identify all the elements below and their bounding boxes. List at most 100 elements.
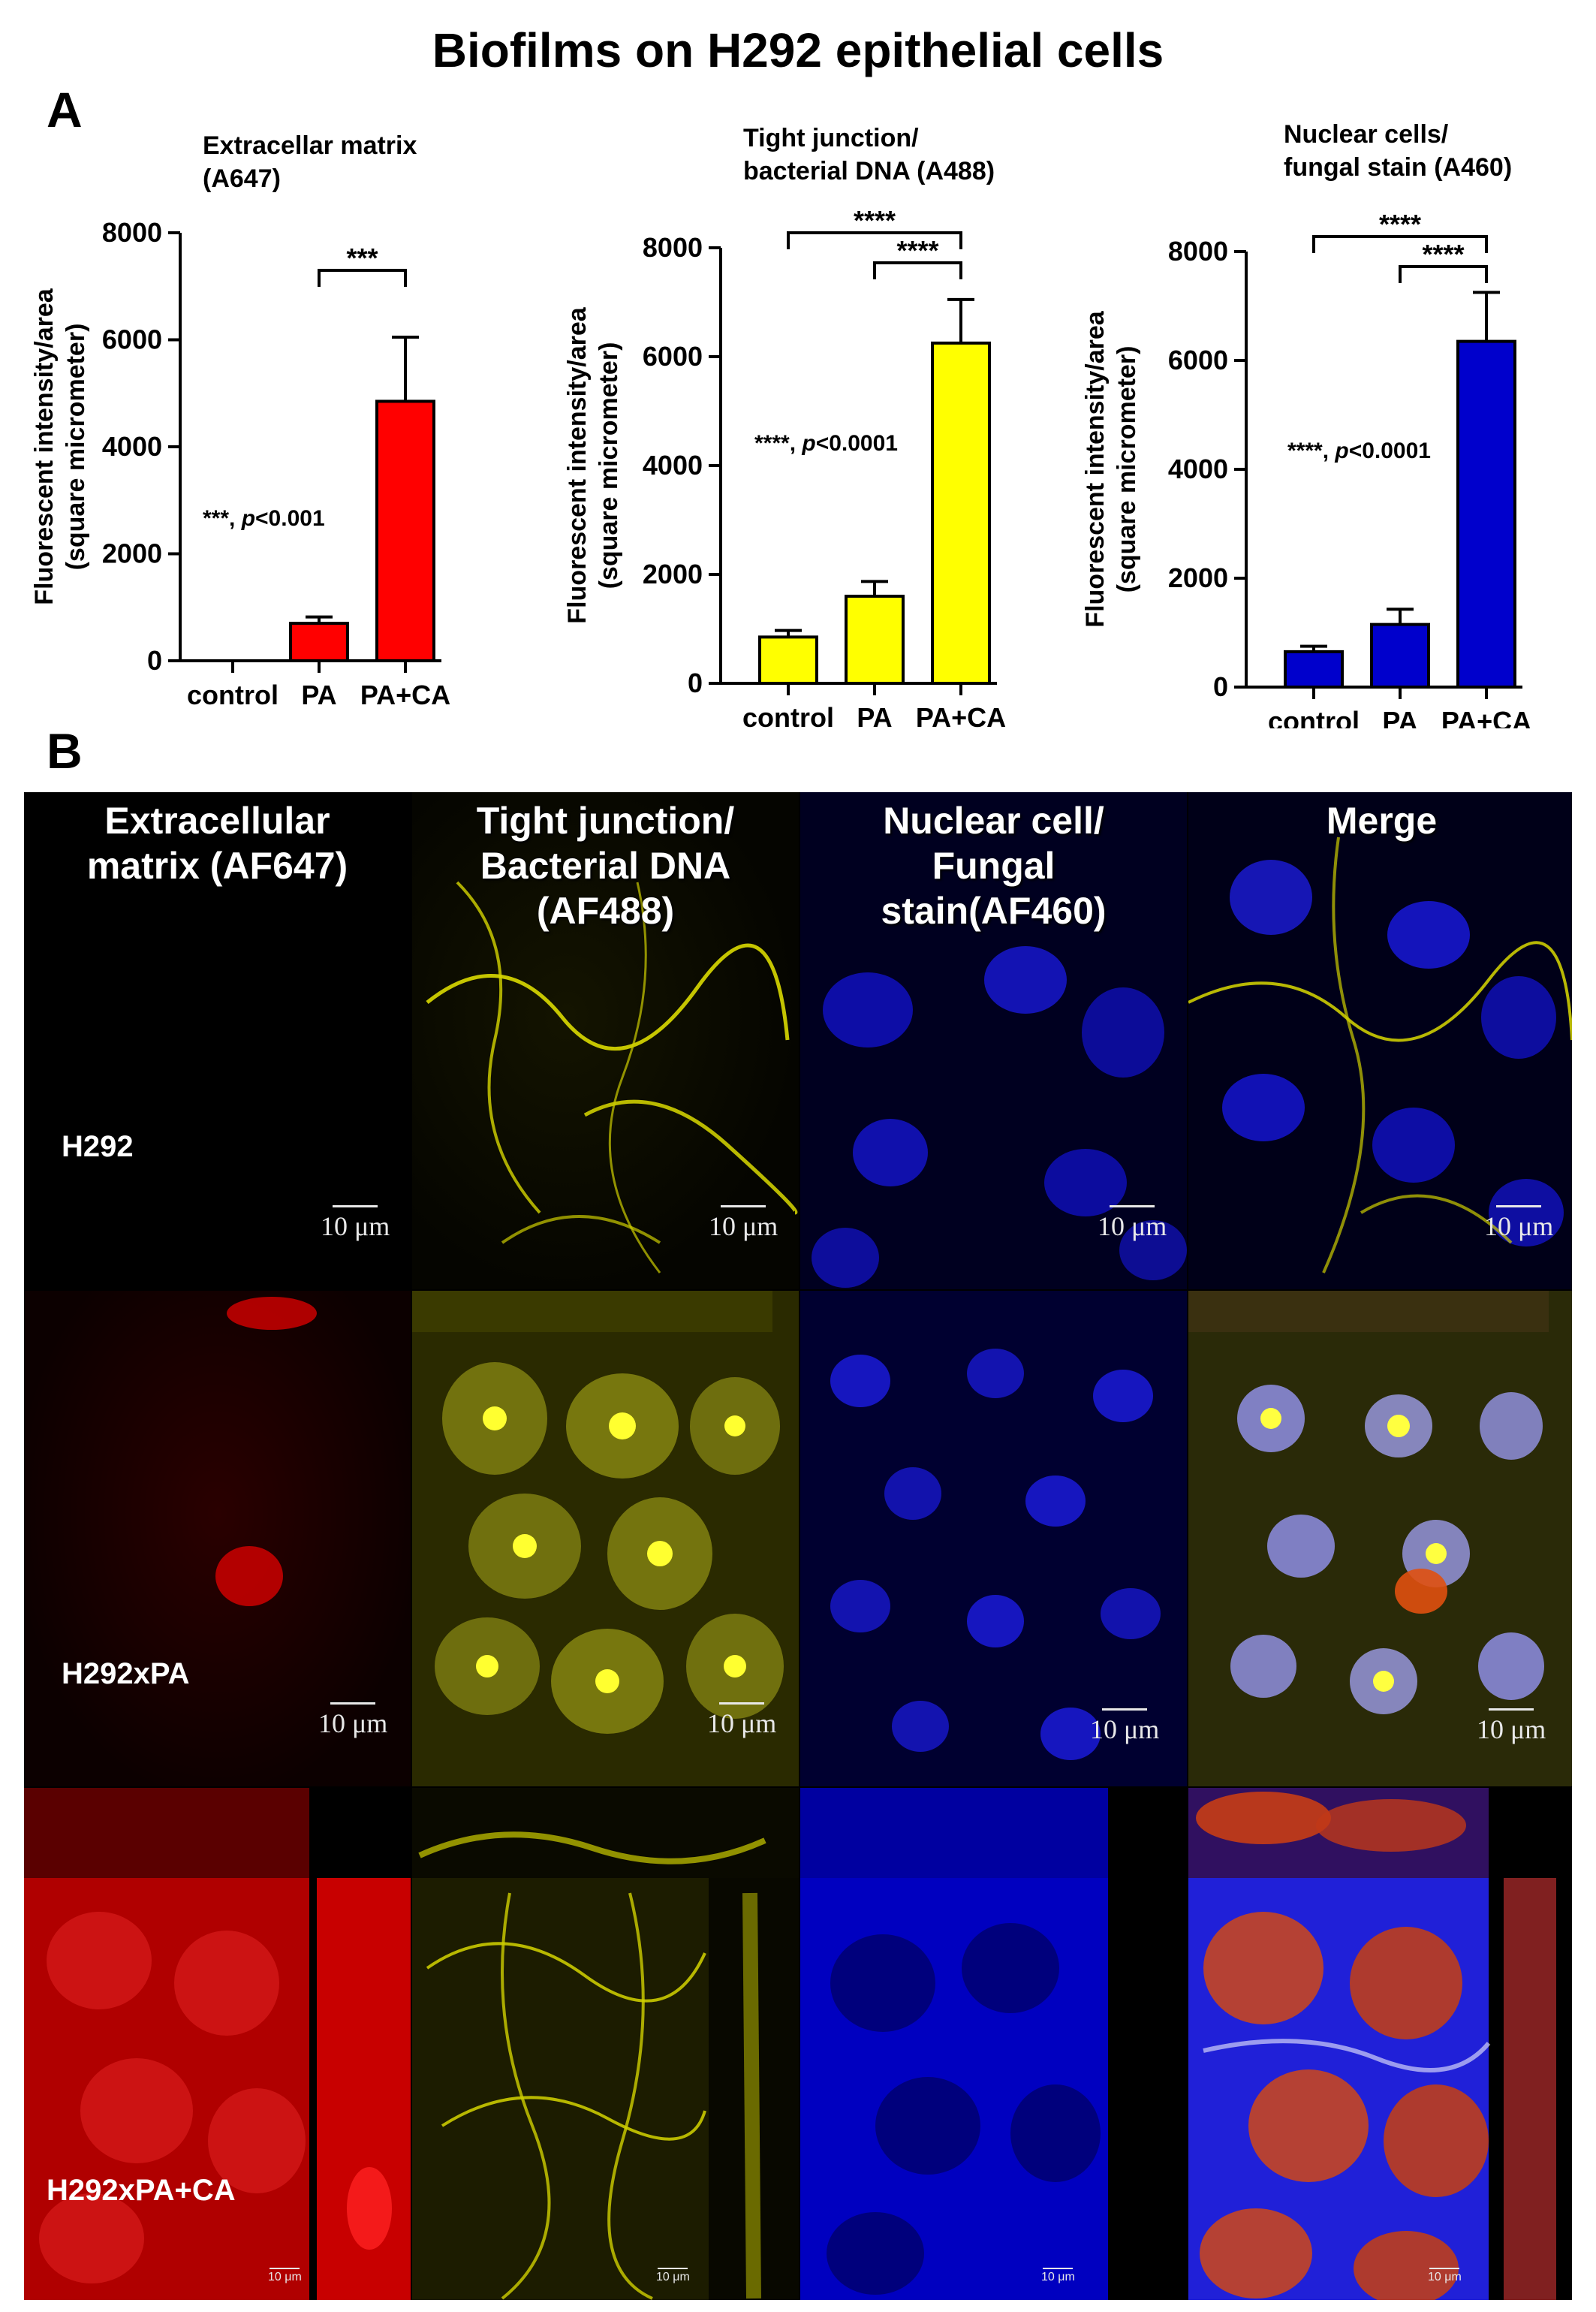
chart-title-line: Tight junction/ xyxy=(743,124,919,152)
x-tick-label: PA+CA xyxy=(360,680,450,710)
bar xyxy=(845,595,905,685)
scale-bar: 10 μm xyxy=(268,2268,302,2284)
significance-bracket xyxy=(873,261,962,279)
column-header-tight-junction: Tight junction/ Bacterial DNA (AF488) xyxy=(476,800,735,932)
chart-title-line: fungal stain (A460) xyxy=(1284,153,1512,182)
bar xyxy=(1456,339,1516,689)
panel-b-letter: B xyxy=(47,723,83,779)
tile-h292xpa-merge xyxy=(1188,1291,1572,1786)
scale-bar: 10 μm xyxy=(1098,1205,1167,1242)
scale-bar: 10 μm xyxy=(1428,2268,1462,2284)
microscopy-grid: Extracellular matrix (AF647) Tight junct… xyxy=(24,792,1572,2300)
y-tick-label: 2000 xyxy=(643,559,703,589)
significance-label: **** xyxy=(896,235,938,266)
y-tick-label: 2000 xyxy=(102,538,162,569)
stat-value: <0.0001 xyxy=(1349,439,1431,463)
y-tick-label: 4000 xyxy=(1168,454,1228,484)
column-header-extracellular-matrix: Extracellular matrix (AF647) xyxy=(86,800,348,887)
chart-tight-junction: Tight junction/bacterial DNA (A488) Fluor… xyxy=(563,124,1006,728)
significance-bracket xyxy=(787,231,962,249)
stat-annotation: ****, p<0.0001 xyxy=(754,431,898,456)
y-tick-label: 6000 xyxy=(1168,345,1228,375)
y-axis-label-line: Fluorescent intensity/area xyxy=(30,288,59,604)
scale-bar: 10 μm xyxy=(656,2268,690,2284)
y-axis-label-line: (square micrometer) xyxy=(62,324,90,571)
scale-bar: 10 μm xyxy=(707,1702,776,1739)
scale-bar: 10 μm xyxy=(321,1205,390,1242)
stat-stars: ***, xyxy=(203,506,242,531)
bar xyxy=(1370,622,1430,689)
chart-title-line: Nuclear cells/ xyxy=(1284,120,1449,149)
significance-label: **** xyxy=(1379,209,1421,240)
y-tick-label: 8000 xyxy=(1168,236,1228,267)
scale-bar: 10 μm xyxy=(1090,1708,1159,1745)
scale-bar: 10 μm xyxy=(1484,1205,1553,1242)
panel-a-letter: A xyxy=(47,82,83,137)
scale-bar: 10 μm xyxy=(1477,1708,1546,1745)
scale-bar: 10 μm xyxy=(709,1205,778,1242)
stat-p: p xyxy=(241,506,255,531)
bar xyxy=(758,635,818,685)
stat-p: p xyxy=(1334,439,1348,463)
tile-h292xpa-yellow xyxy=(412,1291,799,1786)
chart-nuclear-cells: Nuclear cells/fungal stain (A460) Fluores… xyxy=(1081,120,1531,728)
y-tick-label: 0 xyxy=(147,645,162,676)
column-header-merge: Merge xyxy=(1326,800,1438,842)
significance-bracket xyxy=(1399,265,1488,283)
bar xyxy=(375,399,435,662)
column-header-nuclear-cell: Nuclear cell/ Fungal stain(AF460) xyxy=(881,800,1107,932)
stat-stars: ****, xyxy=(754,431,802,456)
tile-h292xpa-ca-merge xyxy=(1188,1788,1572,2300)
y-axis-label-line: (square micrometer) xyxy=(595,342,623,589)
x-tick-label: PA+CA xyxy=(1441,706,1531,728)
chart-title: Extracellar matrix (A647) xyxy=(203,131,417,193)
scale-bar: 10 μm xyxy=(318,1702,387,1739)
x-tick-label: PA xyxy=(301,680,336,710)
significance-bracket xyxy=(318,269,407,287)
y-tick-label: 6000 xyxy=(643,341,703,372)
x-tick-label: PA+CA xyxy=(916,702,1006,728)
tile-h292xpa-ca-blue xyxy=(800,1788,1187,2300)
x-tick-label: PA xyxy=(1382,706,1417,728)
stat-value: <0.0001 xyxy=(816,431,898,456)
chart-extracellular-matrix: Extracellar matrix (A647) Fluorescent inte… xyxy=(30,131,450,710)
y-tick-label: 6000 xyxy=(102,324,162,355)
row-label-h292: H292 xyxy=(62,1130,134,1163)
row-label-h292xpa-ca: H292xPA+CA xyxy=(47,2174,236,2207)
x-tick-label: control xyxy=(742,702,834,728)
y-axis-label: Fluorescent intensity/area (square microm… xyxy=(1081,310,1141,627)
y-tick-label: 4000 xyxy=(643,450,703,481)
y-tick-label: 0 xyxy=(1213,671,1228,702)
significance-bracket xyxy=(1312,235,1488,253)
y-tick-label: 4000 xyxy=(102,431,162,462)
y-axis-label: Fluorescent intensity/area (square microm… xyxy=(30,288,90,604)
x-tick-label: PA xyxy=(857,702,892,728)
tile-h292-blue xyxy=(800,792,1187,1289)
tile-h292xpa-ca-yellow xyxy=(412,1788,799,2300)
figure-title: Biofilms on H292 epithelial cells xyxy=(432,23,1164,77)
tile-h292xpa-blue xyxy=(800,1291,1187,1786)
bar xyxy=(931,341,991,685)
y-axis-label-line: Fluorescent intensity/area xyxy=(1081,310,1110,627)
y-tick-label: 8000 xyxy=(643,232,703,263)
x-tick-label: control xyxy=(187,680,279,710)
significance-label: *** xyxy=(346,243,378,273)
stat-value: <0.001 xyxy=(255,506,325,531)
y-tick-label: 8000 xyxy=(102,217,162,248)
bar xyxy=(289,622,349,662)
chart-title: Nuclear cells/fungal stain (A460) xyxy=(1284,120,1512,182)
tile-h292xpa-ca-red xyxy=(24,1788,411,2300)
scale-bar: 10 μm xyxy=(1041,2268,1075,2284)
stat-annotation: ***, p<0.001 xyxy=(203,506,325,531)
y-axis-label-line: (square micrometer) xyxy=(1113,346,1141,593)
significance-label: **** xyxy=(1422,239,1464,270)
stat-p: p xyxy=(801,431,815,456)
stat-annotation: ****, p<0.0001 xyxy=(1287,439,1431,463)
significance-label: **** xyxy=(854,205,896,236)
y-tick-label: 0 xyxy=(688,668,703,698)
stat-stars: ****, xyxy=(1287,439,1335,463)
x-tick-label: control xyxy=(1268,706,1360,728)
row-label-h292xpa: H292xPA xyxy=(62,1657,190,1690)
y-tick-label: 2000 xyxy=(1168,562,1228,593)
y-axis-label: Fluorescent intensity/area (square microm… xyxy=(563,306,623,623)
